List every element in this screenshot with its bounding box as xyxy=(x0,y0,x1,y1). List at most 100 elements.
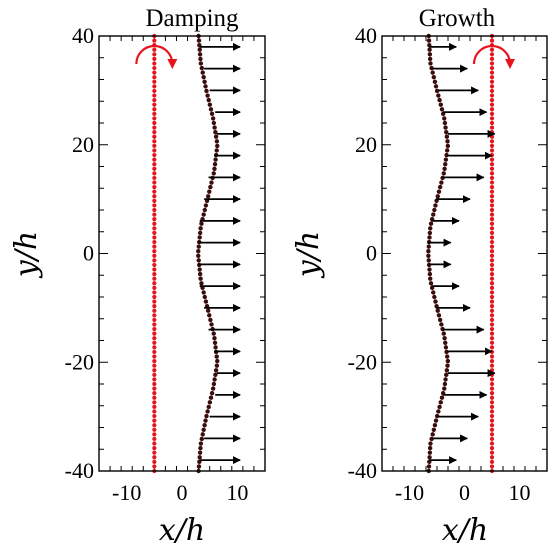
rotor-point xyxy=(152,203,157,208)
profile-point xyxy=(198,226,203,231)
profile-point xyxy=(198,445,203,451)
rotor-point xyxy=(489,116,495,121)
rotor-point xyxy=(489,38,495,43)
rotor-point xyxy=(489,418,495,423)
rotor-point xyxy=(489,294,495,300)
profile-point xyxy=(426,464,432,469)
rotor-point xyxy=(152,313,157,318)
profile-point xyxy=(196,258,201,263)
rotor-point xyxy=(489,413,495,419)
profile-point xyxy=(199,65,205,71)
x-tick-label: -10 xyxy=(395,480,424,505)
profile-point xyxy=(196,249,201,254)
rotor-point xyxy=(489,331,495,336)
profile-point xyxy=(215,358,220,364)
rotor-point xyxy=(152,61,157,66)
profile-point xyxy=(431,290,436,295)
rotor-point xyxy=(489,285,495,290)
rotor-point xyxy=(152,404,157,409)
rotor-point xyxy=(152,47,157,52)
profile-point xyxy=(202,79,207,84)
profile-point xyxy=(198,56,203,62)
rotor-point xyxy=(152,326,157,332)
rotor-point xyxy=(489,134,495,139)
profile-point xyxy=(435,308,440,313)
profile-point xyxy=(437,317,443,323)
rotor-point xyxy=(489,464,495,469)
profile-point xyxy=(207,189,212,194)
rotor-point xyxy=(152,267,157,272)
ticks xyxy=(98,35,266,472)
profile-point xyxy=(439,395,445,400)
rotor-point xyxy=(152,299,157,304)
profile-point xyxy=(210,386,216,391)
profile-point xyxy=(201,290,206,295)
rotor-point xyxy=(152,253,157,258)
y-tick-label: 0 xyxy=(366,241,377,266)
profile-point xyxy=(203,299,209,304)
rotor-point xyxy=(489,386,495,391)
profile-point xyxy=(426,258,431,263)
profile-point xyxy=(213,129,218,135)
profile-point xyxy=(199,436,205,442)
y-axis-label: y/h xyxy=(291,231,326,279)
rotor-point xyxy=(489,258,495,263)
rotor-point xyxy=(489,395,495,400)
rotor-point xyxy=(152,368,157,373)
rotor-point xyxy=(489,212,495,217)
rotor-point xyxy=(152,285,157,290)
rotor-point xyxy=(152,377,157,382)
profile-point xyxy=(207,313,212,318)
profile-point xyxy=(431,75,437,80)
rotor-point xyxy=(489,56,495,61)
rotor-point xyxy=(152,432,157,437)
profile-point xyxy=(432,294,437,300)
rotor-point xyxy=(489,317,495,322)
profile-point xyxy=(196,38,202,43)
profile-point xyxy=(197,450,203,455)
profile-point xyxy=(208,317,213,323)
rotor-point xyxy=(489,239,495,245)
y-tick-label: -40 xyxy=(348,458,377,483)
profile-point xyxy=(201,75,206,80)
rotor-point xyxy=(489,111,495,116)
rotor-point xyxy=(489,194,495,199)
rotor-point xyxy=(152,189,157,194)
profile-point xyxy=(199,221,204,226)
profile-point xyxy=(438,102,443,107)
rotor-point xyxy=(152,349,157,355)
y-tick-label: -20 xyxy=(65,349,94,374)
rotor-point xyxy=(489,148,495,153)
profile-point xyxy=(212,162,218,167)
profile-point xyxy=(210,116,216,121)
rotor-point xyxy=(152,400,157,405)
rotor-point xyxy=(489,363,495,368)
rotor-point xyxy=(489,175,495,181)
profile-point xyxy=(196,464,202,469)
rotor-point xyxy=(152,139,157,144)
rotor-point xyxy=(152,212,157,217)
rotor-point xyxy=(152,258,157,263)
profile-point xyxy=(427,47,432,52)
profile-point xyxy=(213,372,218,378)
rotor-point xyxy=(152,276,157,281)
profile-point xyxy=(431,427,437,432)
profile-point xyxy=(433,84,439,89)
wake-profile xyxy=(196,33,220,474)
profile-point xyxy=(212,166,217,171)
profile-point xyxy=(439,107,445,112)
rotor-point xyxy=(489,290,495,295)
rotor-point xyxy=(489,267,495,272)
profile-point xyxy=(427,235,432,240)
profile-point xyxy=(214,139,220,144)
rotor-point xyxy=(152,423,157,428)
profile-point xyxy=(197,47,202,52)
rotor-point xyxy=(152,98,157,103)
profile-point xyxy=(205,409,210,414)
wake-profile xyxy=(426,33,451,474)
rotor-point xyxy=(152,395,157,400)
rotor-point xyxy=(152,354,157,359)
plot-frame xyxy=(381,35,548,472)
rotor-point xyxy=(152,185,157,190)
rotor-point xyxy=(489,446,495,451)
